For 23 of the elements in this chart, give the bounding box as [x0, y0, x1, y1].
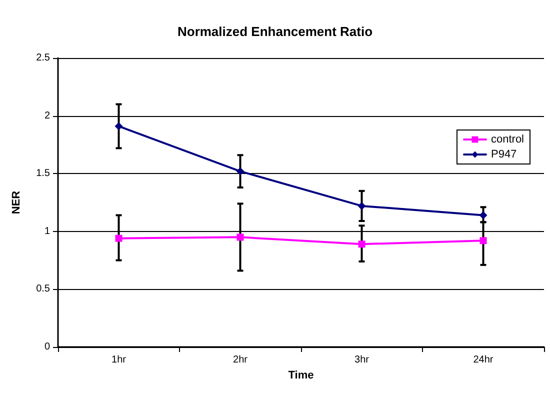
point [358, 202, 366, 210]
point [114, 122, 123, 130]
x-tick-label: 3hr [354, 354, 370, 366]
y-axis-title: NER [10, 190, 22, 214]
point [236, 234, 244, 241]
y-tick-label: 0.5 [36, 284, 50, 295]
point [115, 234, 122, 242]
point [358, 240, 366, 248]
x-tick-label: 1hr [112, 354, 127, 366]
x-axis-title: Time [288, 369, 314, 382]
y-tick-label: 2 [44, 110, 50, 122]
legend-label: P947 [490, 148, 517, 160]
x-tick-label: 24hr [473, 354, 494, 366]
point [479, 211, 488, 220]
x-tick-label: 2hr [233, 354, 248, 366]
point [236, 167, 244, 176]
y-tick-label: 2.5 [36, 52, 50, 64]
y-tick-label: 0 [44, 342, 50, 352]
y-tick-label: 1.5 [36, 168, 50, 180]
chart-title: Normalized Enhancement Ratio [177, 24, 373, 39]
legend-label: control [490, 134, 524, 146]
y-tick-label: 1 [44, 226, 50, 237]
point [480, 237, 487, 244]
